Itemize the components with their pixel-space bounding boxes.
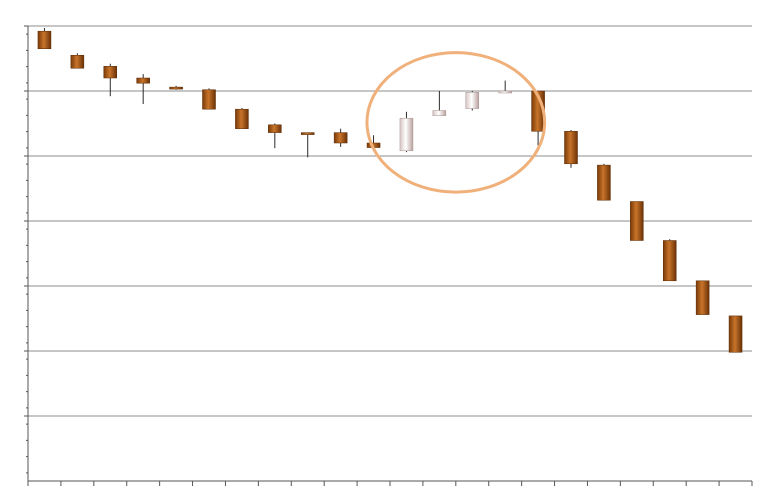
candle-body-11 [399, 118, 414, 152]
candle-body-12 [432, 110, 447, 116]
axes [24, 25, 753, 486]
annotations [365, 51, 547, 194]
highlight-ellipse-0 [365, 51, 547, 194]
candle-body-13 [465, 92, 480, 109]
candle-body-5 [202, 89, 216, 110]
candle-body-0 [37, 30, 52, 49]
candle-body-4 [169, 86, 183, 90]
candle-body-18 [630, 201, 644, 241]
candle-body-17 [597, 164, 611, 201]
candle-body-6 [235, 108, 249, 129]
candle-body-20 [695, 280, 710, 315]
candle-body-7 [268, 124, 282, 133]
gridlines [28, 25, 752, 417]
candle-body-9 [333, 132, 348, 144]
candle-body-2 [103, 66, 118, 79]
candle-body-1 [70, 55, 85, 69]
candles [37, 27, 743, 353]
candle-body-8 [300, 132, 315, 135]
candle-body-14 [498, 90, 512, 94]
candle-body-21 [728, 315, 743, 353]
candle-body-16 [564, 131, 578, 165]
candle-body-19 [662, 240, 677, 282]
candle-body-3 [136, 77, 150, 84]
